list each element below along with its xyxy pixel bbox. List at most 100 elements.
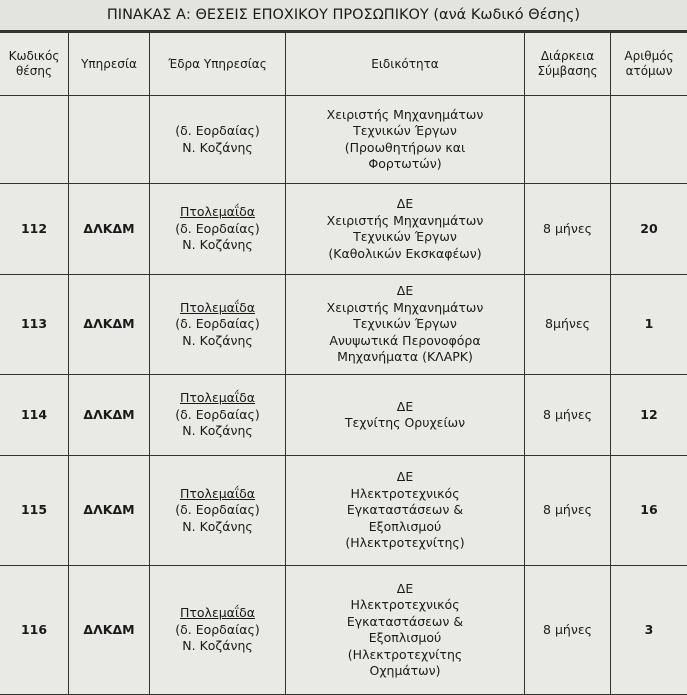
person-count: 3 <box>645 622 654 637</box>
contract-duration: 8 μήνες <box>543 221 592 236</box>
cell-duration: 8 μήνες <box>525 375 611 456</box>
specialty-line: Τεχνίτης Ορυχείων <box>345 415 465 430</box>
cell-seat: (δ. Εορδαίας)Ν. Κοζάνης <box>150 96 286 184</box>
service-name: ΔΛΚΔΜ <box>83 407 134 422</box>
cell-service: ΔΛΚΔΜ <box>69 456 150 566</box>
cell-count: 1 <box>611 275 687 375</box>
seat-city: Πτολεμαΐδα <box>180 605 255 620</box>
seat-line: (δ. Εορδαίας) <box>175 316 260 331</box>
specialty-line: (Καθολικών Εκσκαφέων) <box>328 246 481 261</box>
specialty-line: ΔΕ <box>397 196 413 211</box>
cell-seat: Πτολεμαΐδα(δ. Εορδαίας) Ν. Κοζάνης <box>150 456 286 566</box>
specialty-line: Χειριστής Μηχανημάτων <box>327 213 484 228</box>
seat-city: Πτολεμαΐδα <box>180 390 255 405</box>
position-code: 114 <box>21 407 47 422</box>
cell-count: 16 <box>611 456 687 566</box>
specialty-line: (Προωθητήρων και <box>345 140 466 155</box>
cell-code <box>0 96 69 184</box>
cell-count: 3 <box>611 566 687 695</box>
specialty-line: Χειριστής Μηχανημάτων <box>327 300 484 315</box>
specialty-line: Εγκαταστάσεων & <box>347 502 463 517</box>
table-row: 113 ΔΛΚΔΜ Πτολεμαΐδα(δ. Εορδαίας) Ν. Κοζάνη… <box>0 275 687 375</box>
cell-seat: Πτολεμαΐδα(δ. Εορδαίας)Ν. Κοζάνης <box>150 184 286 275</box>
cell-count: 12 <box>611 375 687 456</box>
seat-city: Πτολεμαΐδα <box>180 486 255 501</box>
specialty-line: ΔΕ <box>397 283 413 298</box>
specialty-line: Μηχανήματα (ΚΛΑΡΚ) <box>337 349 473 364</box>
seat-line: Ν. Κοζάνης <box>182 638 252 653</box>
seat-line: Ν. Κοζάνης <box>182 333 252 348</box>
specialty-line: Φορτωτών) <box>368 156 441 171</box>
specialty-line: Ηλεκτροτεχνικός <box>350 597 459 612</box>
column-header-seat: Έδρα Υπηρεσίας <box>150 33 286 96</box>
contract-duration: 8 μήνες <box>543 622 592 637</box>
specialty-line: (Ηλεκτροτεχνίτης) <box>345 535 464 550</box>
specialty-line: Τεχνικών Έργων <box>353 123 457 138</box>
cell-duration: 8 μήνες <box>525 456 611 566</box>
person-count: 16 <box>640 502 657 517</box>
cell-duration: 8μήνες <box>525 275 611 375</box>
cell-service <box>69 96 150 184</box>
specialty-line: Ανυψωτικά Περονοφόρα <box>329 333 480 348</box>
table-title: ΠΙΝΑΚΑΣ Α: ΘΕΣΕΙΣ ΕΠΟΧΙΚΟΥ ΠΡΟΣΩΠΙΚΟΥ (α… <box>0 0 687 32</box>
position-code: 115 <box>21 502 47 517</box>
column-header-service: Υπηρεσία <box>69 33 150 96</box>
seat-line: (δ. Εορδαίας) <box>175 502 260 517</box>
cell-seat: Πτολεμαΐδα(δ. Εορδαίας)Ν. Κοζάνης <box>150 375 286 456</box>
specialty-line: Εξοπλισμού <box>369 630 441 645</box>
seat-city: Πτολεμαΐδα <box>180 300 255 315</box>
table-row: 115 ΔΛΚΔΜ Πτολεμαΐδα(δ. Εορδαίας) Ν. Κοζάνη… <box>0 456 687 566</box>
column-header-specialty: Ειδικότητα <box>286 33 525 96</box>
seat-line: (δ. Εορδαίας) <box>175 221 260 236</box>
cell-duration: 8 μήνες <box>525 184 611 275</box>
specialty-line: Ηλεκτροτεχνικός <box>350 486 459 501</box>
person-count: 12 <box>640 407 657 422</box>
person-count: 20 <box>640 221 657 236</box>
service-name: ΔΛΚΔΜ <box>83 221 134 236</box>
cell-code: 116 <box>0 566 69 695</box>
table-row: 116 ΔΛΚΔΜ Πτολεμαΐδα (δ. Εορδαίας)Ν. Κοζάνη… <box>0 566 687 695</box>
service-name: ΔΛΚΔΜ <box>83 502 134 517</box>
cell-service: ΔΛΚΔΜ <box>69 184 150 275</box>
specialty-line: ΔΕ <box>397 581 413 596</box>
seat-city: Πτολεμαΐδα <box>180 204 255 219</box>
cell-count <box>611 96 687 184</box>
cell-seat: Πτολεμαΐδα(δ. Εορδαίας) Ν. Κοζάνης <box>150 275 286 375</box>
cell-code: 115 <box>0 456 69 566</box>
cell-code: 114 <box>0 375 69 456</box>
cell-service: ΔΛΚΔΜ <box>69 375 150 456</box>
table-row: 114 ΔΛΚΔΜ Πτολεμαΐδα(δ. Εορδαίας)Ν. Κοζάνη… <box>0 375 687 456</box>
specialty-line: Εξοπλισμού <box>369 519 441 534</box>
position-code: 116 <box>21 622 47 637</box>
cell-service: ΔΛΚΔΜ <box>69 566 150 695</box>
position-code: 112 <box>21 221 47 236</box>
specialty-line: Χειριστής Μηχανημάτων <box>327 107 484 122</box>
seat-line: Ν. Κοζάνης <box>182 140 252 155</box>
contract-duration: 8μήνες <box>545 316 590 331</box>
cell-service: ΔΛΚΔΜ <box>69 275 150 375</box>
specialty-line: (Ηλεκτροτεχνίτης <box>348 647 462 662</box>
seat-line: (δ. Εορδαίας) <box>175 622 260 637</box>
specialty-line: Τεχνικών Έργων <box>353 316 457 331</box>
cell-code: 113 <box>0 275 69 375</box>
seat-line: Ν. Κοζάνης <box>182 423 252 438</box>
contract-duration: 8 μήνες <box>543 502 592 517</box>
position-code: 113 <box>21 316 47 331</box>
person-count: 1 <box>645 316 654 331</box>
specialty-line: Τεχνικών Έργων <box>353 229 457 244</box>
specialty-line: ΔΕ <box>397 469 413 484</box>
contract-duration: 8 μήνες <box>543 407 592 422</box>
seat-line: Ν. Κοζάνης <box>182 519 252 534</box>
specialty-line: Οχημάτων) <box>369 663 440 678</box>
